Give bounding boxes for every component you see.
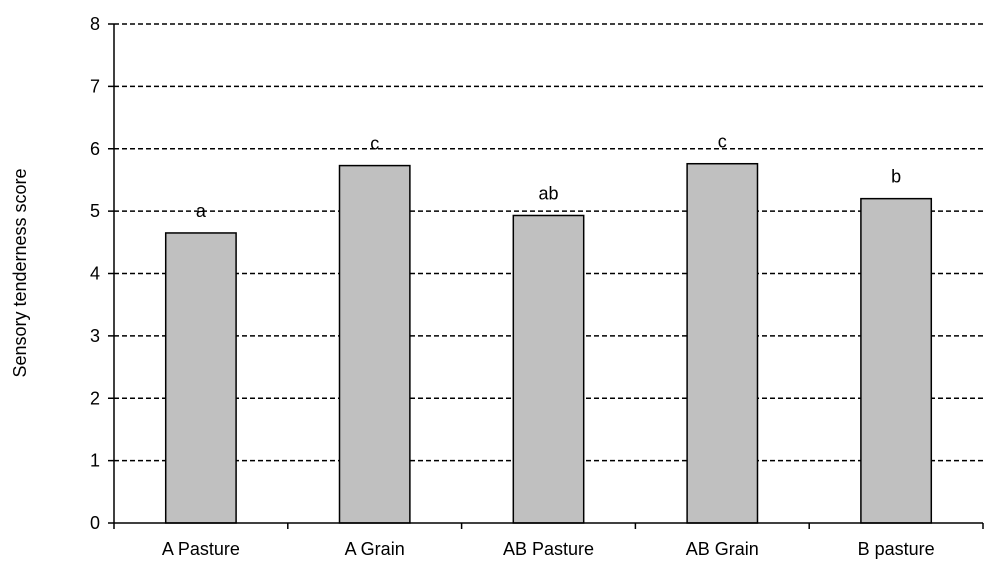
data-label-ab-pasture: ab [538,183,558,203]
x-tick-label-b-pasture: B pasture [858,539,935,559]
y-tick-label-7: 7 [90,76,100,96]
y-tick-label-1: 1 [90,451,100,471]
data-label-ab-grain: c [718,132,727,152]
data-label-a-grain: c [370,134,379,154]
y-tick-label-2: 2 [90,388,100,408]
bar-ab-pasture [512,214,585,524]
y-tick-label-8: 8 [90,14,100,34]
bar-b-pasture [860,197,933,524]
bars [164,162,933,524]
axes [108,23,984,529]
x-tick-label-a-grain: A Grain [345,539,405,559]
x-tick-label-ab-pasture: AB Pasture [503,539,594,559]
data-label-a-pasture: a [196,201,207,221]
bar-a-grain [338,164,411,524]
bar-a-pasture [164,232,237,524]
y-tick-label-5: 5 [90,201,100,221]
y-tick-label-4: 4 [90,264,100,284]
y-tick-label-0: 0 [90,513,100,533]
bar-ab-grain [686,162,759,524]
x-tick-label-a-pasture: A Pasture [162,539,240,559]
data-label-b-pasture: b [891,167,901,187]
x-tick-label-ab-grain: AB Grain [686,539,759,559]
y-tick-label-3: 3 [90,326,100,346]
data-labels: a c ab c b [196,132,901,221]
y-tick-label-6: 6 [90,139,100,159]
y-tick-labels: 0 1 2 3 4 5 6 7 8 [90,14,100,533]
x-tick-labels: A Pasture A Grain AB Pasture AB Grain B past… [162,539,935,559]
y-axis-label: Sensory tenderness score [10,168,30,377]
